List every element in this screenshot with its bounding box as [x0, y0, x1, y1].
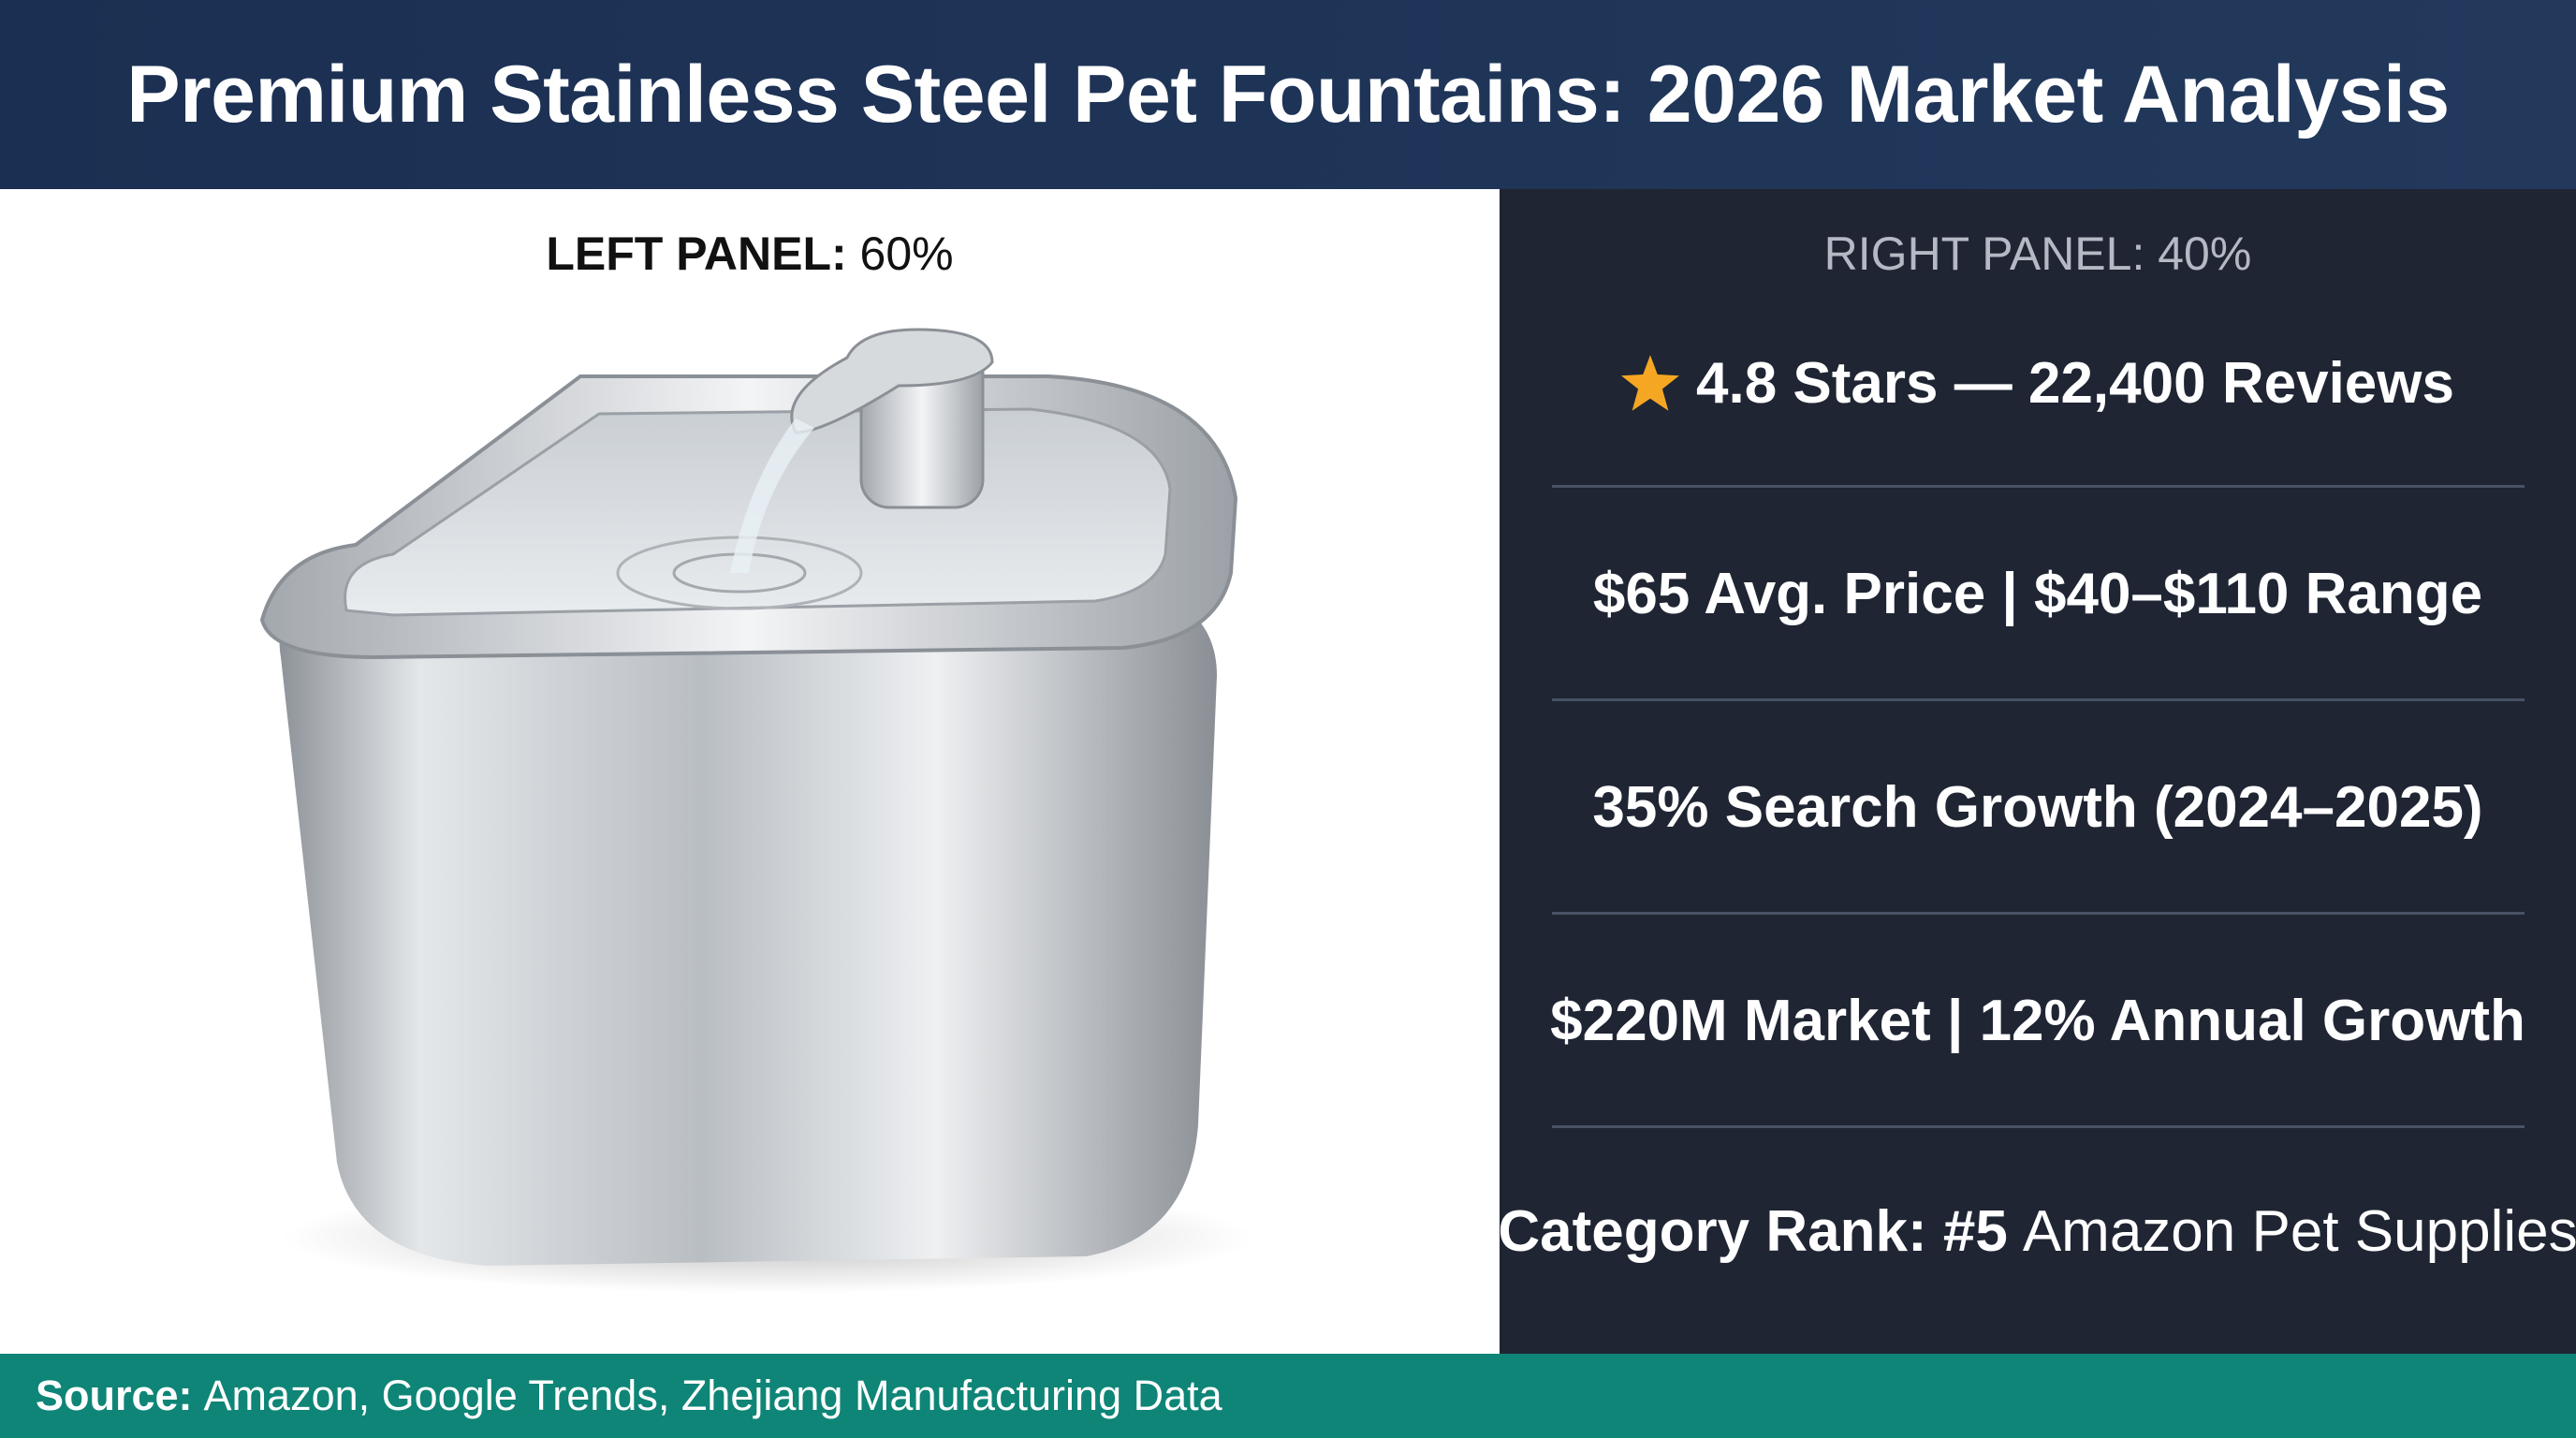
stat: 35% Search Growth (2024–2025) [1500, 751, 2576, 863]
source-label: Source: [36, 1372, 193, 1419]
right-panel: RIGHT PANEL: 40% 4.8 Stars — 22,400 Revi… [1498, 189, 2576, 1354]
divider [1552, 1125, 2525, 1128]
right-label: RIGHT PANEL: 40% [1823, 227, 2252, 280]
divider [1552, 485, 2525, 488]
left-label: LEFT PANEL: 60% [0, 227, 1500, 281]
footer: Source: Amazon, Google Trends, Zhejiang … [0, 1354, 2576, 1438]
star-icon [1621, 355, 1680, 411]
title: Premium Stainless Steel Pet Fountains: 2… [126, 49, 2450, 139]
fountain-image [259, 328, 1254, 1294]
stat-text: 35% Search Growth (2024–2025) [1592, 774, 2483, 840]
header: Premium Stainless Steel Pet Fountains: 2… [0, 0, 2576, 189]
stat: 4.8 Stars — 22,400 Reviews [1500, 327, 2576, 439]
left-label-rest: 60% [859, 227, 954, 280]
stat-text: Category Rank: #5 [1498, 1198, 2008, 1264]
stat: $65 Avg. Price | $40–$110 Range [1500, 537, 2576, 650]
stat-text: $220M Market | 12% Annual Growth [1550, 988, 2525, 1053]
divider [1552, 912, 2525, 915]
source-text: Amazon, Google Trends, Zhejiang Manufact… [203, 1372, 1222, 1419]
left-panel: LEFT PANEL: 60% [0, 189, 1500, 1354]
stat: Category Rank: #5 Amazon Pet Supplies [1498, 1175, 2576, 1287]
fountain-body [279, 582, 1218, 1266]
divider [1552, 698, 2525, 701]
stat: $220M Market | 12% Annual Growth [1500, 964, 2576, 1077]
stat-text-rest: Amazon Pet Supplies [2022, 1198, 2576, 1264]
stat-text: 4.8 Stars — 22,400 Reviews [1696, 350, 2454, 416]
stat-text: $65 Avg. Price | $40–$110 Range [1592, 561, 2483, 626]
stream [730, 418, 814, 573]
left-label-bold: LEFT PANEL: [546, 227, 847, 280]
